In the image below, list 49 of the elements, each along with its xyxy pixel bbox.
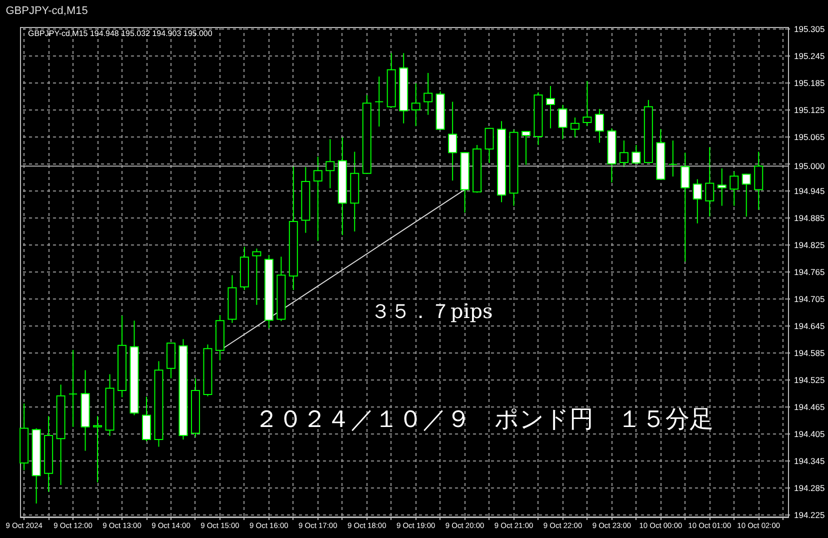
candlestick (558, 104, 568, 140)
annotation: ２０２４／１０／９ ポンド円 １５分足 (254, 404, 714, 433)
candlestick (522, 130, 531, 166)
candlestick (313, 156, 322, 242)
ref-line-label: 195.000 (794, 161, 825, 172)
y-tick-label: 194.525 (794, 375, 825, 386)
candlestick (717, 168, 726, 206)
y-tick-label: 194.885 (794, 212, 825, 223)
y-tick-label: 194.345 (794, 456, 825, 466)
y-tick-label: 195.245 (794, 50, 825, 61)
candlestick (448, 101, 458, 182)
candlestick (668, 140, 678, 178)
candlestick (93, 416, 102, 483)
chart-title: GBPJPY-cd,M15 (6, 4, 88, 17)
y-tick-label: 194.465 (794, 402, 825, 412)
candlestick (252, 248, 262, 306)
candlestick (742, 173, 751, 218)
y-tick-label: 194.945 (794, 186, 825, 196)
candlestick (374, 76, 384, 128)
candlestick (326, 138, 335, 189)
y-tick-label: 194.645 (794, 321, 825, 332)
candlestick (594, 108, 604, 144)
annotation: ３５．７pips (370, 299, 493, 324)
candlestick (705, 146, 714, 218)
candlestick (619, 140, 628, 168)
y-tick-label: 194.765 (794, 267, 825, 277)
candlestick (754, 151, 764, 210)
candlestick (582, 80, 592, 127)
y-tick-label: 194.825 (794, 240, 825, 250)
y-tick-label: 194.285 (794, 483, 825, 494)
candlestick (570, 117, 580, 138)
y-tick-label: 195.185 (794, 78, 825, 88)
candlestick (424, 72, 433, 116)
y-tick-label: 194.405 (794, 429, 825, 440)
y-tick-label: 195.305 (794, 24, 825, 34)
y-tick-label: 195.125 (794, 104, 825, 115)
chart-subtitle: GBPJPY-cd,M15 194.948 195.032 194.903 195.000 (28, 29, 213, 38)
candlestick (546, 86, 555, 129)
candlestick (692, 178, 702, 224)
candlestick (632, 144, 641, 164)
y-tick-label: 195.065 (794, 132, 825, 142)
candlestick (680, 152, 690, 262)
y-tick-label: 194.585 (794, 348, 825, 358)
candlestick (411, 82, 420, 127)
candlestick (730, 171, 739, 206)
y-tick-label: 194.705 (794, 294, 825, 304)
candlestick (484, 127, 494, 164)
y-tick-label: 194.225 (794, 510, 825, 520)
candlestick (68, 349, 78, 428)
